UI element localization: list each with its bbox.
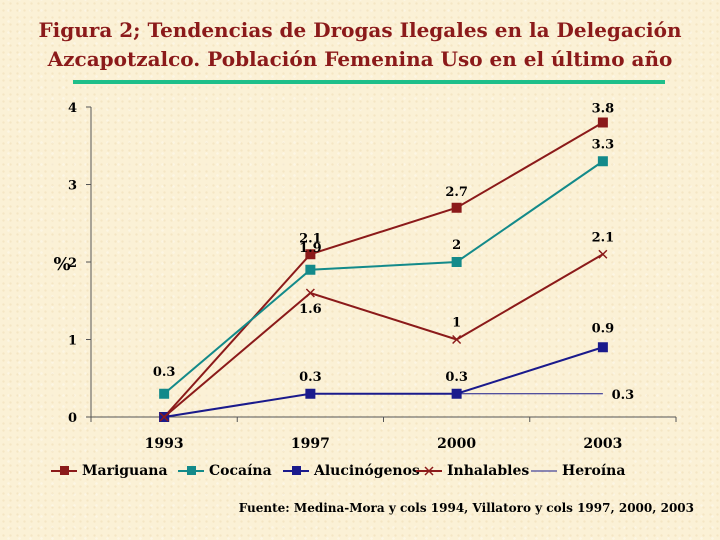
data-point xyxy=(451,257,462,267)
data-label: 0.3 xyxy=(299,370,322,385)
legend-item-cocaína: Cocaína xyxy=(178,463,272,479)
y-tick-label: 2 xyxy=(68,256,77,271)
legend-item-inhalables: Inhalables xyxy=(416,463,529,479)
data-point xyxy=(451,202,462,213)
data-label: 3.8 xyxy=(592,102,615,117)
x-tick-label: 2000 xyxy=(437,436,476,452)
data-point xyxy=(305,288,315,298)
series-line-cocaína xyxy=(163,160,604,395)
legend-label: Inhalables xyxy=(447,463,530,479)
data-label: 3.3 xyxy=(592,137,615,152)
x-tick-label: 2003 xyxy=(583,436,622,452)
x-tick-label: 1993 xyxy=(145,436,184,452)
data-point xyxy=(305,264,316,275)
data-label: 2.1 xyxy=(299,231,322,246)
title-underline-rule xyxy=(73,80,665,84)
data-point xyxy=(597,117,608,128)
source-note: Fuente: Medina-Mora y cols 1994, Villato… xyxy=(238,501,694,515)
chart-title-line-1: Figura 2; Tendencias de Drogas Ilegales … xyxy=(38,18,682,42)
legend-swatch xyxy=(531,470,557,472)
legend-label: Cocaína xyxy=(209,463,272,479)
data-label: 2.7 xyxy=(445,185,468,200)
legend-swatch xyxy=(51,466,77,475)
data-point xyxy=(597,156,608,167)
y-tick-label: 3 xyxy=(68,179,77,194)
data-label: 1.9 xyxy=(299,241,322,256)
legend-swatch xyxy=(283,466,309,475)
legend-label: Mariguana xyxy=(82,463,168,479)
data-point xyxy=(305,249,316,260)
data-label: 1.6 xyxy=(299,302,322,317)
data-point xyxy=(159,412,169,422)
legend-label: Heroína xyxy=(562,463,626,479)
legend-item-heroína: Heroína xyxy=(531,463,625,479)
data-label: 2 xyxy=(452,238,461,253)
chart-legend: Mariguana Cocaína Alucinógenos Inhalables He… xyxy=(0,463,720,485)
data-point xyxy=(452,334,462,345)
legend-swatch xyxy=(178,466,204,475)
data-label: 0.3 xyxy=(612,388,635,403)
data-label: 0.3 xyxy=(153,365,176,380)
y-tick-label: 1 xyxy=(68,334,77,349)
series-line-alucinógenos xyxy=(163,346,604,418)
x-tick-label: 1997 xyxy=(291,436,330,452)
data-point xyxy=(598,249,608,259)
data-label: 1 xyxy=(452,316,461,331)
y-axis-label: % xyxy=(53,254,70,275)
legend-item-alucinógenos: Alucinógenos xyxy=(283,463,420,479)
data-label: 0.9 xyxy=(592,321,615,336)
data-label: 2.1 xyxy=(592,230,615,245)
data-point xyxy=(597,342,608,353)
series-line-inhalables xyxy=(163,253,604,418)
chart-title-line-2: Azcapotzalco. Población Femenina Uso en … xyxy=(47,47,673,71)
legend-label: Alucinógenos xyxy=(314,463,420,479)
series-line-mariguana xyxy=(163,121,604,418)
data-label: 0.3 xyxy=(445,370,468,385)
data-point xyxy=(305,388,316,399)
legend-swatch xyxy=(416,466,442,476)
legend-item-mariguana: Mariguana xyxy=(51,463,168,479)
y-tick-label: 4 xyxy=(68,101,77,116)
y-tick-label: 0 xyxy=(68,411,77,426)
data-point xyxy=(159,388,170,399)
